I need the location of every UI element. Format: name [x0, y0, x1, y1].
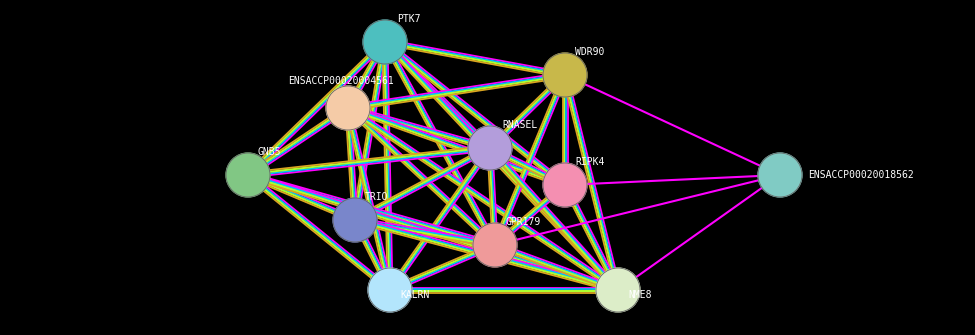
Text: TRIO: TRIO: [365, 192, 388, 202]
Circle shape: [468, 126, 512, 170]
Text: ENSACCP00020018562: ENSACCP00020018562: [808, 170, 914, 180]
Circle shape: [333, 198, 377, 242]
Circle shape: [326, 86, 370, 130]
Text: ENSACCP00020004561: ENSACCP00020004561: [288, 76, 394, 86]
Circle shape: [473, 223, 517, 267]
Circle shape: [758, 153, 802, 197]
Circle shape: [226, 153, 270, 197]
Circle shape: [368, 268, 412, 312]
Text: GNB5: GNB5: [258, 147, 282, 157]
Text: RNASEL: RNASEL: [502, 120, 537, 130]
Text: GPR179: GPR179: [505, 217, 540, 227]
Text: NME8: NME8: [628, 290, 651, 300]
Circle shape: [543, 53, 587, 97]
Circle shape: [363, 20, 407, 64]
Circle shape: [543, 163, 587, 207]
Text: KALRN: KALRN: [400, 290, 429, 300]
Circle shape: [596, 268, 640, 312]
Text: RIPK4: RIPK4: [575, 157, 604, 167]
Text: WDR90: WDR90: [575, 47, 604, 57]
Text: PTK7: PTK7: [397, 14, 420, 24]
